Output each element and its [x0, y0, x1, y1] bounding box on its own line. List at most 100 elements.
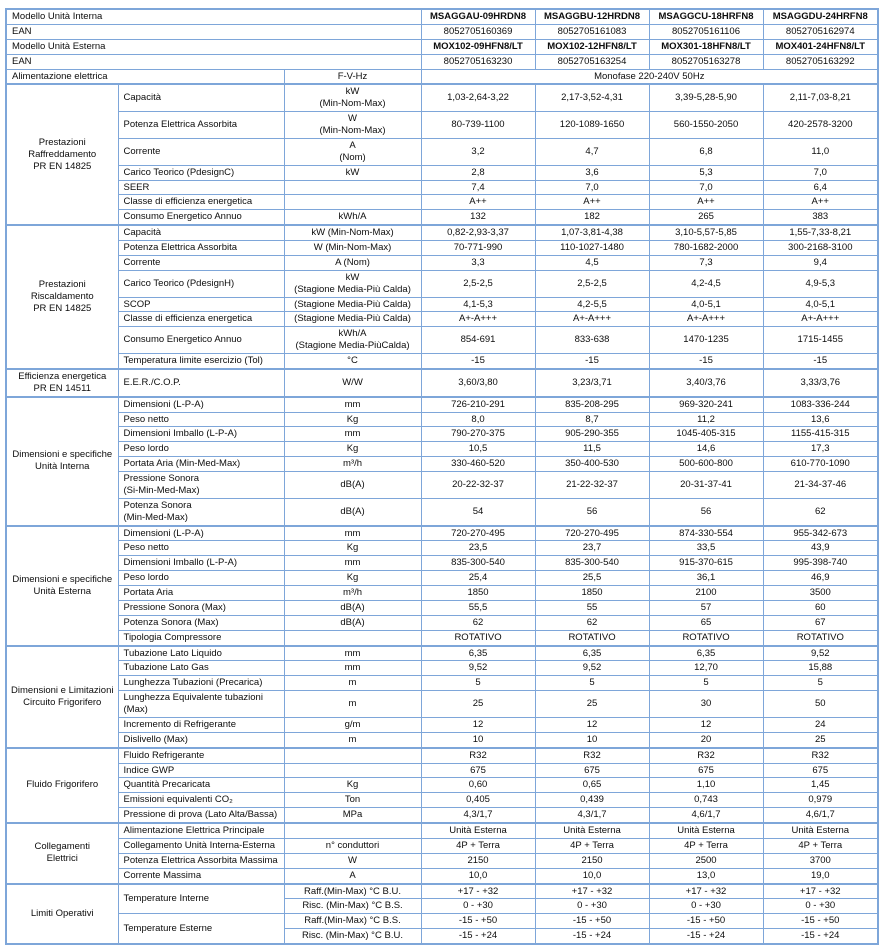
unit-cell: kW (Min-Nom-Max) — [283, 83, 422, 113]
value-cell: 2100 — [648, 585, 764, 601]
value-cell: 3,23/3,71 — [534, 367, 650, 398]
value-cell: 675 — [420, 762, 536, 779]
unit-cell: W (Min-Nom-Max) — [283, 240, 422, 256]
value-cell: 1,03-2,64-3,22 — [420, 83, 536, 113]
value-cell: 67 — [762, 614, 879, 631]
value-cell: 43,9 — [762, 540, 879, 557]
value-cell: 23,5 — [420, 540, 536, 557]
value-cell: 0 - +30 — [534, 898, 650, 915]
value-cell: 6,35 — [420, 644, 536, 662]
spec-row-label: Pressione Sonora (Si-Min-Med-Max) — [117, 471, 285, 499]
value-cell: 80-739-1100 — [420, 111, 536, 139]
value-cell: 50 — [762, 690, 879, 718]
spec-row-label: Dimensioni (L-P-A) — [117, 524, 285, 542]
unit-cell: Ton — [283, 792, 422, 809]
value-cell: A+-A+++ — [762, 311, 879, 328]
value-cell: 7,0 — [648, 179, 764, 196]
unit-cell — [283, 179, 422, 196]
value-cell: A+-A+++ — [648, 311, 764, 328]
value-cell: 1,45 — [762, 777, 879, 794]
value-cell: ROTATIVO — [534, 629, 650, 647]
value-cell: 330-460-520 — [420, 456, 536, 472]
spec-row: Efficienza energetica PR EN 14511 E.E.R./… — [5, 367, 879, 398]
unit-cell: Kg — [283, 441, 422, 458]
value-cell: 5 — [534, 675, 650, 692]
spec-row: Incremento di Refrigerante g/m 12 12 12 24 — [6, 716, 879, 733]
value-cell: ROTATIVO — [420, 629, 536, 647]
spec-row: Prestazioni Raffreddamento PR EN 14825 Ca… — [5, 83, 879, 226]
value-cell: -15 - +50 — [762, 913, 879, 930]
unit-cell: dB(A) — [283, 614, 422, 631]
unit-cell — [283, 821, 422, 839]
spec-row-label: Lunghezza Tubazioni (Precarica) — [117, 675, 285, 692]
spec-row: Dislivello (Max) m 10 10 20 25 — [6, 731, 879, 749]
spec-row-label: Dimensioni Imballo (L-P-A) — [117, 426, 285, 443]
unit-cell: W — [283, 852, 422, 869]
value-cell: -15 - +24 — [420, 928, 536, 945]
value-cell: 0,82-2,93-3,37 — [420, 224, 536, 242]
spec-row: Classe di efficienza energetica (Stagione… — [6, 311, 879, 328]
section-group-label: Prestazioni Raffreddamento PR EN 14825 — [5, 83, 119, 226]
value-cell: 915-370-615 — [648, 555, 764, 572]
spec-row-label: Alimentazione Elettrica Principale — [117, 821, 285, 839]
header-row: EAN 8052705160369 8052705161083 80527051611… — [5, 23, 879, 40]
value-cell: 5 — [420, 675, 536, 692]
power-supply-value: Monofase 220-240V 50Hz — [420, 68, 879, 85]
spec-row-label: Collegamento Unità Interna-Esterna — [117, 837, 285, 854]
value-cell: 0 - +30 — [648, 898, 764, 915]
section-group-label: Prestazioni Riscaldamento PR EN 14825 — [5, 224, 119, 370]
spec-row: Classe di efficienza energetica A++ A++ A++… — [6, 194, 879, 211]
spec-row: Indice GWP 675 675 675 675 — [6, 762, 879, 779]
spec-row-label: Capacità — [117, 83, 285, 113]
unit-cell: Risc. (Min-Max) °C B.S. — [283, 898, 422, 915]
unit-cell: W (Min-Nom-Max) — [283, 111, 422, 139]
ean-cell: 8052705161083 — [534, 23, 650, 40]
value-cell: 610-770-1090 — [762, 456, 879, 472]
value-cell: 6,4 — [762, 179, 879, 196]
spec-row-label: Dislivello (Max) — [117, 731, 285, 749]
spec-row: Collegamento Unità Interna-Esterna n° con… — [6, 837, 879, 854]
spec-row: Potenza Sonora (Min-Med-Max) dB(A) 54 56 56 6… — [6, 497, 879, 527]
value-cell: 1850 — [420, 585, 536, 601]
value-cell: 10 — [420, 731, 536, 749]
unit-cell: mm — [283, 524, 422, 542]
model-cell: MOX102-09HFN8/LT — [420, 38, 536, 55]
section-group-label: Dimensioni e Limitazioni Circuito Frigor… — [5, 644, 119, 749]
value-cell: Unità Esterna — [648, 821, 764, 839]
value-cell: -15 - +24 — [648, 928, 764, 945]
value-cell: 969-320-241 — [648, 395, 764, 413]
spec-row-label: Portata Aria (Min-Med-Max) — [117, 456, 285, 472]
header-row: EAN 8052705163230 8052705163254 80527051632… — [5, 53, 879, 70]
value-cell: 675 — [648, 762, 764, 779]
unit-cell: Kg — [283, 570, 422, 586]
header-row-label: Modello Unità Esterna — [5, 38, 422, 55]
value-cell: 0,65 — [534, 777, 650, 794]
value-cell: 835-208-295 — [534, 395, 650, 413]
value-cell: 1155-415-315 — [762, 426, 879, 443]
ean-cell: 8052705162974 — [762, 23, 879, 40]
value-cell: 25 — [534, 690, 650, 718]
ean-cell: 8052705163254 — [534, 53, 650, 70]
value-cell: A+-A+++ — [420, 311, 536, 328]
value-cell: 7,0 — [534, 179, 650, 196]
spec-row-label: Potenza Elettrica Assorbita — [117, 240, 285, 256]
value-cell: 0,405 — [420, 792, 536, 809]
model-cell: MOX301-18HFN8/LT — [648, 38, 764, 55]
value-cell: 12,70 — [648, 660, 764, 677]
value-cell: 0 - +30 — [420, 898, 536, 915]
value-cell: 1715-1455 — [762, 326, 879, 354]
value-cell: 12 — [534, 716, 650, 733]
value-cell: 4,0-5,1 — [648, 296, 764, 313]
spec-row: Corrente A (Nom) 3,3 4,5 7,3 9,4 — [6, 254, 879, 271]
value-cell: 12 — [420, 716, 536, 733]
value-cell: 7,3 — [648, 254, 764, 271]
value-cell: 4,3/1,7 — [420, 807, 536, 824]
spec-row: Potenza Elettrica Assorbita W (Min-Nom-Ma… — [6, 111, 879, 139]
spec-row-label: Corrente Massima — [117, 867, 285, 885]
spec-row-label: Tipologia Compressore — [117, 629, 285, 647]
spec-row: Emissioni equivalenti CO₂ Ton 0,405 0,439 0,… — [6, 792, 879, 809]
value-cell: 11,0 — [762, 137, 879, 166]
spec-row-label: Capacità — [117, 224, 285, 242]
spec-row-label: Dimensioni Imballo (L-P-A) — [117, 555, 285, 572]
section-group-label: Collegamenti Elettrici — [5, 822, 119, 884]
